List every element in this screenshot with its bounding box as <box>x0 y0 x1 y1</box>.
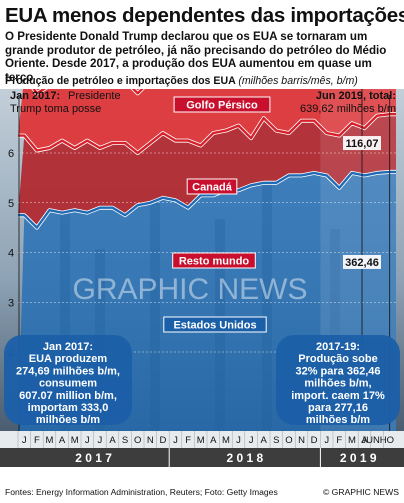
annotation-start-date: Jan 2017: <box>10 90 60 102</box>
month-tick-label: J <box>85 435 90 446</box>
month-tick-label: F <box>34 435 40 446</box>
series-lines <box>18 89 396 230</box>
callout-box <box>343 254 381 269</box>
month-tick-label: J <box>22 435 27 446</box>
footer-copyright: © GRAPHIC NEWS <box>322 487 399 497</box>
info-box-left-line: milhões b/m <box>36 414 100 426</box>
month-axis-bg <box>0 431 404 448</box>
month-tick-label: D <box>311 435 318 446</box>
month-tick-label: M <box>46 435 54 446</box>
label-canada-box <box>186 178 238 195</box>
month-tick-label: F <box>336 435 342 446</box>
year-label: 2 0 1 9 <box>340 451 377 465</box>
area-rest-of-world <box>18 114 396 228</box>
info-box-right-line: milhões b/m, <box>304 378 371 390</box>
month-tick-label: A <box>59 435 66 446</box>
year-axis-bg <box>0 448 404 467</box>
y-tick-label: 6 <box>8 148 14 160</box>
label-rest-of-world-box <box>172 252 256 269</box>
callout-rest-of-world: 116,07 <box>345 138 378 150</box>
annotation-end-total: 639,62 milhões b/m <box>300 103 396 115</box>
area-canada <box>18 89 396 153</box>
month-tick-label: O <box>285 435 292 446</box>
year-label: 2 0 1 8 <box>226 451 263 465</box>
month-tick-label: A <box>261 435 268 446</box>
watermark: GRAPHIC NEWS <box>72 273 307 306</box>
month-tick-label: N <box>147 435 154 446</box>
info-box-right-line: Produção sobe <box>298 353 377 365</box>
info-box-left-line: Jan 2017: <box>43 341 93 353</box>
intro-text: O Presidente Donald Trump declarou que o… <box>5 30 387 84</box>
info-box-right-line: milhões b/m <box>306 414 370 426</box>
info-box-left-line: importam 333,0 <box>28 402 109 414</box>
month-tick-label: J <box>236 435 241 446</box>
month-tick-label: J <box>173 435 178 446</box>
info-box-right-bg <box>276 335 400 425</box>
callout-box <box>343 136 381 151</box>
info-box-left-line: EUA produzem <box>29 353 108 365</box>
footer-source: Fontes: Energy Information Administratio… <box>5 487 200 497</box>
subtitle-units: (milhões barris/mês, b/m) <box>238 75 358 87</box>
month-tick-label: J <box>98 435 103 446</box>
month-tick-label: J <box>249 435 254 446</box>
annotation-start-text: Presidente <box>68 90 121 102</box>
y-tick-label: 3 <box>8 297 14 309</box>
year-label: 2 0 1 7 <box>75 451 112 465</box>
month-tick-label: S <box>273 435 279 446</box>
annotation-end-date: Jun 2019, total: <box>316 90 396 102</box>
info-box-left-line: 274,69 milhões b/m, <box>16 365 120 377</box>
label-persian-gulf: Golfo Pérsico <box>186 100 258 112</box>
info-box-right-line: 2017-19: <box>316 341 360 353</box>
series-line-rest-of-world <box>18 113 396 155</box>
month-tick-label: JUNHO <box>361 435 394 446</box>
series-line-us <box>18 170 396 229</box>
month-tick-label: S <box>122 435 128 446</box>
month-tick-label: M <box>71 435 79 446</box>
label-persian-gulf-box <box>173 96 271 113</box>
month-tick-label: N <box>298 435 305 446</box>
footer-credit: Foto: Getty Images <box>204 487 278 497</box>
annotation-start-text-2: Trump toma posse <box>10 103 101 115</box>
label-us-box <box>163 316 267 333</box>
month-tick-label: J <box>324 435 329 446</box>
footer-sources: Fontes: Energy Information Administratio… <box>5 487 278 497</box>
callout-us: 362,46 <box>345 257 379 269</box>
month-tick-label: M <box>348 435 356 446</box>
month-tick-label: O <box>134 435 141 446</box>
label-rest-of-world: Resto mundo <box>179 256 250 268</box>
info-box-right-line: para 277,16 <box>308 402 368 414</box>
info-box-left-line: 607.07 million b/m, <box>19 390 117 402</box>
series-labels: Golfo Pérsico Canadá Resto mundo Estados Un… <box>163 96 271 333</box>
label-canada: Canadá <box>192 182 233 194</box>
label-us: Estados Unidos <box>173 320 256 332</box>
month-tick-label: A <box>109 435 116 446</box>
headline: EUA menos dependentes das importações <box>5 4 404 27</box>
year-axis: 2 0 1 7 2 0 1 8 2 0 1 9 <box>0 448 404 467</box>
y-tick-label: 4 <box>8 248 14 260</box>
month-tick-label: A <box>210 435 217 446</box>
chart-subtitle: Produção de petróleo e importações dos E… <box>5 75 401 87</box>
info-box-right-line: import. caem 17% <box>291 390 385 402</box>
info-box-right-line: 32% para 362,46 <box>295 365 380 377</box>
month-tick-label: F <box>185 435 191 446</box>
month-tick-label: A <box>361 435 368 446</box>
month-tick-label: D <box>159 435 166 446</box>
month-tick-label: M <box>197 435 205 446</box>
month-tick-label: M <box>222 435 230 446</box>
y-tick-label: 5 <box>8 198 14 210</box>
subtitle-text: Produção de petróleo e importações dos E… <box>5 75 236 87</box>
info-box-left-line: consumem <box>39 378 97 390</box>
info-box-left-bg <box>4 335 132 425</box>
